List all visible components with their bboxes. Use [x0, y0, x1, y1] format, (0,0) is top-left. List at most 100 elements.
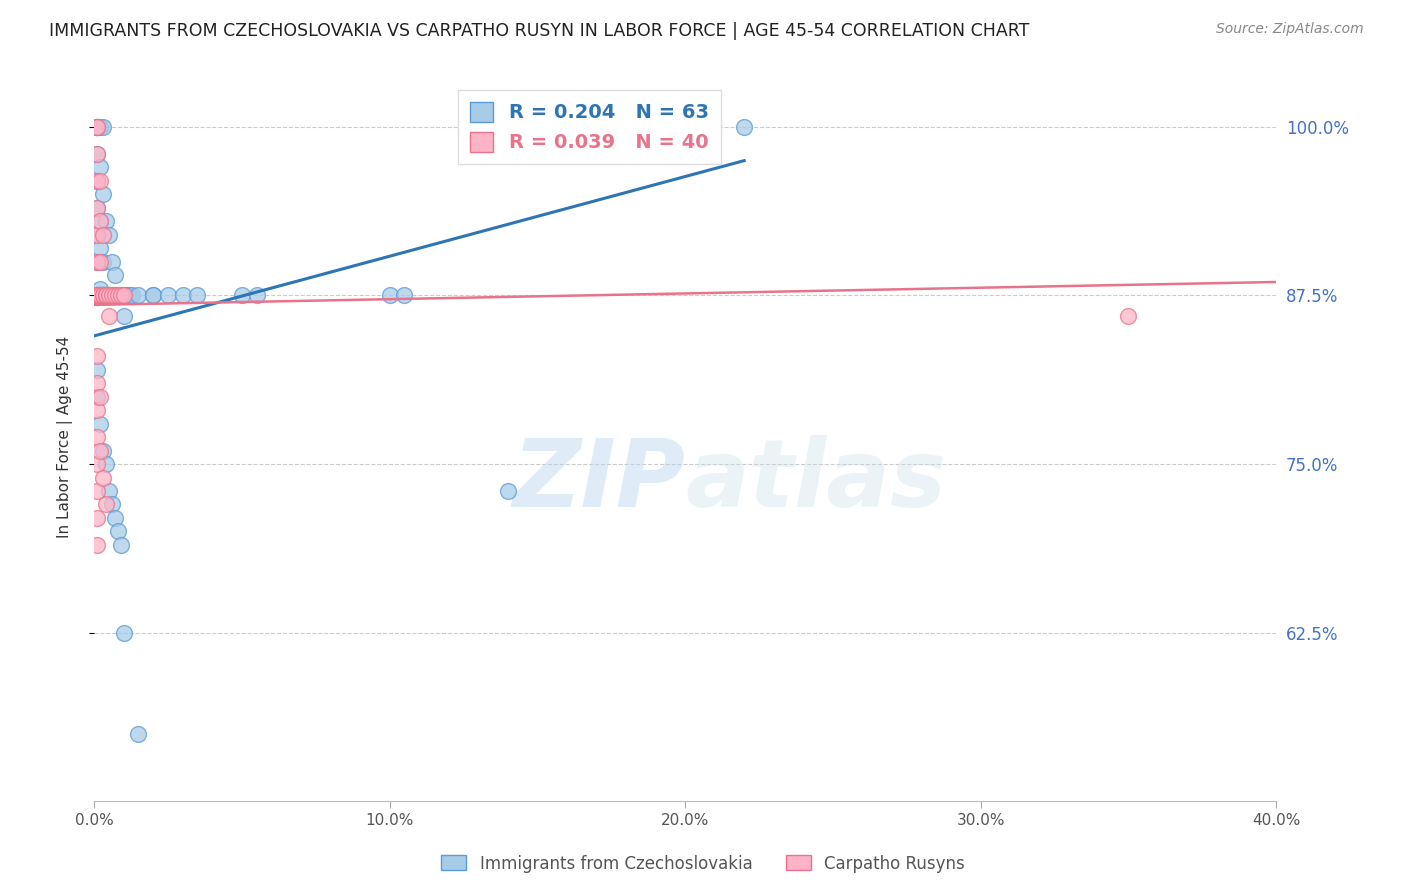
Point [186, 288, 208, 302]
Point [94, 457, 117, 471]
Point [86, 227, 108, 242]
Point [112, 309, 135, 323]
Point [89, 214, 111, 228]
Point [86, 288, 108, 302]
Point [86, 174, 108, 188]
Point [91, 288, 114, 302]
Point [94, 288, 117, 302]
Point [89, 288, 111, 302]
Point [97, 288, 120, 302]
Point [115, 288, 138, 302]
Point [107, 524, 129, 539]
Point [112, 288, 135, 302]
Point [89, 288, 111, 302]
Point [86, 483, 108, 498]
Point [94, 288, 117, 302]
Point [86, 120, 108, 134]
Point [86, 174, 108, 188]
Text: atlas: atlas [685, 434, 946, 527]
Point [97, 288, 120, 302]
Point [97, 483, 120, 498]
Point [142, 288, 165, 302]
Point [91, 288, 114, 302]
Point [94, 498, 117, 512]
Point [112, 625, 135, 640]
Point [104, 288, 127, 302]
Point [733, 120, 755, 134]
Point [104, 511, 127, 525]
Point [94, 288, 117, 302]
Point [86, 120, 108, 134]
Point [156, 288, 179, 302]
Point [86, 511, 108, 525]
Point [86, 390, 108, 404]
Point [86, 538, 108, 552]
Point [86, 288, 108, 302]
Point [86, 349, 108, 363]
Point [91, 470, 114, 484]
Point [86, 120, 108, 134]
Point [86, 288, 108, 302]
Point [496, 483, 519, 498]
Point [89, 443, 111, 458]
Y-axis label: In Labor Force | Age 45-54: In Labor Force | Age 45-54 [58, 336, 73, 538]
Point [91, 187, 114, 202]
Point [118, 288, 141, 302]
Point [89, 161, 111, 175]
Text: Source: ZipAtlas.com: Source: ZipAtlas.com [1216, 22, 1364, 37]
Point [86, 288, 108, 302]
Legend: Immigrants from Czechoslovakia, Carpatho Rusyns: Immigrants from Czechoslovakia, Carpatho… [434, 848, 972, 880]
Point [86, 430, 108, 444]
Point [107, 288, 129, 302]
Point [91, 288, 114, 302]
Point [89, 241, 111, 255]
Point [112, 288, 135, 302]
Point [86, 457, 108, 471]
Point [86, 120, 108, 134]
Point [100, 288, 122, 302]
Point [89, 288, 111, 302]
Point [394, 288, 416, 302]
Point [86, 147, 108, 161]
Point [86, 201, 108, 215]
Point [89, 282, 111, 296]
Text: ZIP: ZIP [512, 434, 685, 527]
Point [172, 288, 194, 302]
Point [121, 288, 143, 302]
Point [104, 268, 127, 283]
Point [94, 214, 117, 228]
Point [110, 288, 132, 302]
Point [97, 309, 120, 323]
Point [100, 498, 122, 512]
Point [89, 288, 111, 302]
Point [91, 254, 114, 268]
Point [110, 288, 132, 302]
Point [86, 254, 108, 268]
Point [86, 227, 108, 242]
Point [378, 288, 401, 302]
Point [100, 288, 122, 302]
Legend: R = 0.204   N = 63, R = 0.039   N = 40: R = 0.204 N = 63, R = 0.039 N = 40 [458, 90, 721, 164]
Point [142, 288, 165, 302]
Point [86, 288, 108, 302]
Point [89, 120, 111, 134]
Point [1118, 309, 1140, 323]
Point [89, 254, 111, 268]
Point [97, 288, 120, 302]
Point [89, 174, 111, 188]
Point [86, 254, 108, 268]
Text: IMMIGRANTS FROM CZECHOSLOVAKIA VS CARPATHO RUSYN IN LABOR FORCE | AGE 45-54 CORR: IMMIGRANTS FROM CZECHOSLOVAKIA VS CARPAT… [49, 22, 1029, 40]
Point [86, 147, 108, 161]
Point [91, 443, 114, 458]
Point [86, 120, 108, 134]
Point [91, 288, 114, 302]
Point [127, 727, 149, 741]
Point [110, 538, 132, 552]
Point [91, 227, 114, 242]
Point [245, 288, 267, 302]
Point [94, 288, 117, 302]
Point [89, 390, 111, 404]
Point [86, 376, 108, 391]
Point [231, 288, 253, 302]
Point [89, 417, 111, 431]
